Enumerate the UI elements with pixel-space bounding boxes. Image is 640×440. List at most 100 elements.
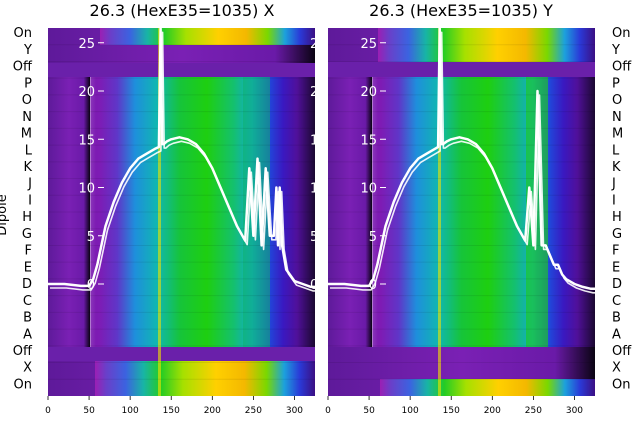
x-tick-label: 0 bbox=[45, 406, 51, 416]
x-tick-label: 50 bbox=[83, 406, 95, 416]
row-label: L bbox=[25, 143, 33, 158]
row-label: On bbox=[14, 26, 32, 41]
heatmap-row-off-top bbox=[328, 62, 595, 77]
row-label: On bbox=[612, 26, 630, 41]
row-label: C bbox=[23, 294, 32, 309]
x-tick-label: 0 bbox=[325, 406, 331, 416]
heatmap-row-on-top bbox=[378, 28, 595, 62]
overlay-y-tick-label-right: 10 bbox=[310, 182, 327, 197]
row-label: J bbox=[611, 177, 616, 192]
overlay-y-tick-label-right: 20 bbox=[310, 85, 327, 100]
row-label: A bbox=[612, 327, 621, 342]
row-label: X bbox=[23, 361, 32, 376]
row-label: X bbox=[612, 361, 621, 376]
x-axis-ticks: 0 50 100 150 200 250 300 bbox=[45, 396, 303, 416]
heatmap-cells bbox=[328, 28, 595, 396]
heatmap-panel-x: 26.3 (HexE35=1035) X Dipole OnYOffPONMLK… bbox=[0, 1, 327, 416]
row-label: G bbox=[22, 227, 32, 242]
row-label: B bbox=[23, 311, 32, 326]
row-label: Off bbox=[13, 60, 33, 75]
row-label: M bbox=[612, 127, 623, 142]
overlay-y-tick-label-right: 25 bbox=[310, 37, 327, 52]
overlay-y-tick-label: 5 bbox=[87, 230, 95, 245]
row-label: B bbox=[612, 311, 621, 326]
row-label: P bbox=[24, 76, 32, 91]
overlay-y-tick-label: 20 bbox=[360, 85, 377, 100]
heatmap-stripes bbox=[48, 44, 315, 380]
overlay-y-tick-label: 0 bbox=[87, 278, 95, 293]
overlay-trace-line-echo bbox=[50, 31, 317, 292]
x-tick-label: 250 bbox=[245, 406, 262, 416]
heatmap-edge-glow bbox=[90, 77, 96, 347]
row-label: On bbox=[14, 377, 32, 392]
row-label: Y bbox=[611, 43, 620, 58]
heatmap-left-edge bbox=[328, 77, 372, 347]
heatmap-row-on-bottom bbox=[380, 379, 595, 396]
heatmap-main-block bbox=[372, 77, 595, 347]
x-tick-label: 50 bbox=[363, 406, 375, 416]
heatmap-edge-glow bbox=[372, 77, 378, 347]
overlay-y-ticks: 0 0 5 5 10 10 15 15 20 20 25 25 bbox=[78, 37, 326, 293]
heatmap-left-edge bbox=[48, 77, 90, 347]
overlay-y-tick-label: 25 bbox=[360, 37, 377, 52]
heatmap-row-on-top bbox=[100, 28, 315, 45]
overlay-trace-line-echo bbox=[330, 31, 597, 294]
row-label: Off bbox=[612, 344, 632, 359]
row-label: O bbox=[612, 93, 622, 108]
x-tick-label: 300 bbox=[566, 406, 583, 416]
overlay-y-tick-label: 5 bbox=[369, 230, 377, 245]
row-label: On bbox=[612, 377, 630, 392]
row-label: K bbox=[23, 160, 32, 175]
x-axis-ticks: 0 50 100 150 200 250 300 bbox=[325, 396, 583, 416]
overlay-y-tick-label: 15 bbox=[78, 133, 95, 148]
row-label: Off bbox=[13, 344, 33, 359]
overlay-y-tick-label-right: 15 bbox=[310, 133, 327, 148]
row-label: D bbox=[612, 277, 622, 292]
heatmap-spike-column bbox=[158, 28, 161, 396]
row-label: I bbox=[612, 193, 616, 208]
row-label: I bbox=[28, 193, 32, 208]
x-tick-label: 300 bbox=[286, 406, 303, 416]
row-label: E bbox=[612, 260, 620, 275]
x-tick-label: 100 bbox=[122, 406, 139, 416]
chart-title: 26.3 (HexE35=1035) X bbox=[90, 1, 275, 20]
row-label: Off bbox=[612, 60, 632, 75]
overlay-y-tick-label-right: 5 bbox=[310, 230, 318, 245]
row-label: J bbox=[27, 177, 32, 192]
x-tick-label: 250 bbox=[525, 406, 542, 416]
overlay-y-tick-label: 25 bbox=[78, 37, 95, 52]
row-label: H bbox=[612, 210, 622, 225]
y-axis-label: Dipole bbox=[0, 194, 10, 235]
overlay-y-tick-label: 20 bbox=[78, 85, 95, 100]
row-label: G bbox=[612, 227, 622, 242]
heatmap-row-off-bottom bbox=[48, 347, 315, 361]
row-label: Y bbox=[23, 43, 32, 58]
row-label: L bbox=[612, 143, 620, 158]
heatmap-spike-column bbox=[438, 28, 441, 396]
row-label: E bbox=[24, 260, 32, 275]
row-label: P bbox=[612, 76, 620, 91]
x-tick-label: 150 bbox=[443, 406, 460, 416]
row-label: C bbox=[612, 294, 621, 309]
row-label: N bbox=[22, 110, 32, 125]
row-label: N bbox=[612, 110, 622, 125]
heatmap-cells bbox=[48, 28, 315, 396]
heatmap-row-y bbox=[48, 45, 315, 63]
x-tick-label: 150 bbox=[163, 406, 180, 416]
x-tick-label: 100 bbox=[402, 406, 419, 416]
row-label: F bbox=[612, 244, 619, 259]
heatmap-row-on-bottom bbox=[95, 361, 315, 396]
row-label: K bbox=[612, 160, 621, 175]
row-label: M bbox=[21, 127, 32, 142]
overlay-y-tick-label-right: 0 bbox=[310, 278, 318, 293]
overlay-y-tick-label: 15 bbox=[360, 133, 377, 148]
overlay-trace-line bbox=[48, 27, 315, 289]
row-label: F bbox=[25, 244, 32, 259]
overlay-y-tick-label: 10 bbox=[360, 182, 377, 197]
row-label: A bbox=[23, 327, 32, 342]
heatmap-panel-y: 26.3 (HexE35=1035) Y OnYOffPONMLKJIHGFED… bbox=[325, 1, 632, 416]
x-tick-label: 200 bbox=[204, 406, 221, 416]
